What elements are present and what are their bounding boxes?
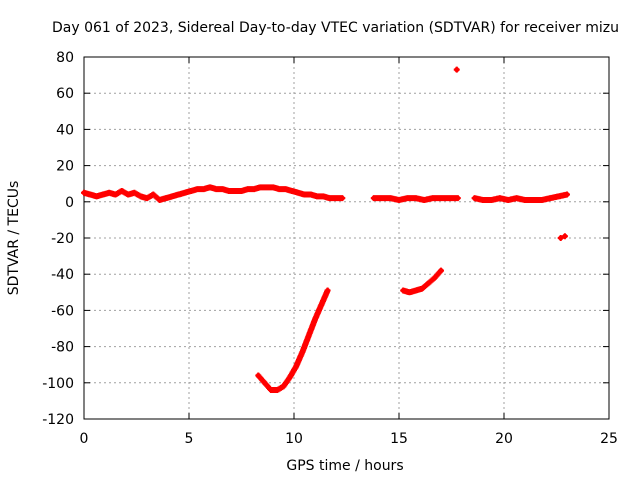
x-axis-label: GPS time / hours bbox=[286, 458, 403, 474]
y-tick-label: -120 bbox=[42, 412, 74, 428]
axis-ticks: 0 5 10 15 20 25 -120 -100 -80 -60 -40 -20 0 20 40 60 80 bbox=[42, 50, 618, 447]
y-tick-label: 60 bbox=[56, 86, 74, 102]
x-tick-label: 20 bbox=[495, 431, 513, 447]
series-arc-near-16-h bbox=[400, 267, 444, 296]
x-tick-label: 5 bbox=[185, 431, 194, 447]
y-tick-label: -20 bbox=[51, 231, 74, 247]
series-markers bbox=[81, 184, 346, 203]
series-baseline-segment-1 bbox=[81, 184, 346, 203]
y-tick-label: 20 bbox=[56, 159, 74, 175]
series-isolated-points bbox=[453, 66, 568, 241]
y-tick-label: 80 bbox=[56, 50, 74, 66]
y-tick-label: -80 bbox=[51, 340, 74, 356]
series-arc-near-10-h bbox=[255, 287, 331, 394]
series-baseline-segment-3 bbox=[471, 191, 570, 203]
series-markers bbox=[471, 191, 570, 203]
y-tick-label: -40 bbox=[51, 267, 74, 283]
series-baseline-segment-2 bbox=[370, 195, 461, 203]
data-points bbox=[81, 66, 570, 394]
y-axis-label: SDTVAR / TECUs bbox=[6, 181, 22, 296]
series-markers bbox=[255, 287, 331, 394]
y-tick-label: -100 bbox=[42, 376, 74, 392]
series-markers bbox=[453, 66, 568, 241]
x-tick-label: 15 bbox=[390, 431, 408, 447]
y-tick-label: -60 bbox=[51, 303, 74, 319]
x-tick-label: 10 bbox=[285, 431, 303, 447]
grid-lines bbox=[84, 57, 609, 419]
series-markers bbox=[370, 195, 461, 203]
x-tick-label: 0 bbox=[80, 431, 89, 447]
series-markers bbox=[400, 267, 444, 296]
chart-title: Day 061 of 2023, Sidereal Day-to-day VTE… bbox=[52, 20, 619, 36]
y-tick-label: 40 bbox=[56, 122, 74, 138]
y-tick-label: 0 bbox=[65, 195, 74, 211]
x-tick-label: 25 bbox=[600, 431, 618, 447]
